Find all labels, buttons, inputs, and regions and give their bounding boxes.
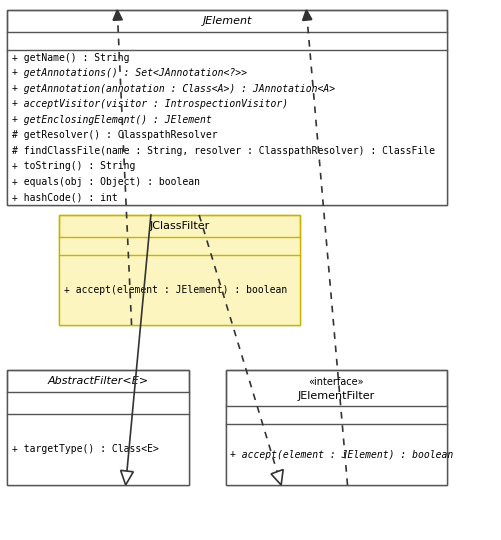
Bar [226,370,447,485]
Text: JElementFilter: JElementFilter [298,391,375,401]
Text: + targetType() : Class<E>: + targetType() : Class<E> [12,444,159,455]
Text: + getEnclosingElement() : JElement: + getEnclosingElement() : JElement [12,115,211,125]
Bar [226,424,447,485]
Text: # getResolver() : ClasspathResolver: # getResolver() : ClasspathResolver [12,130,217,140]
Text: + accept(element : JElement) : boolean: + accept(element : JElement) : boolean [64,285,287,295]
Polygon shape [271,469,283,485]
Polygon shape [303,10,312,21]
Text: + equals(obj : Object) : boolean: + equals(obj : Object) : boolean [12,177,200,187]
Bar [59,237,301,255]
Bar [8,10,447,205]
Polygon shape [113,10,122,20]
Text: + getName() : String: + getName() : String [12,53,129,63]
Bar [59,255,301,325]
Text: JElement: JElement [202,16,252,26]
Text: # findClassFile(name : String, resolver : ClasspathResolver) : ClassFile: # findClassFile(name : String, resolver … [12,146,435,156]
Bar [226,406,447,424]
Bar [8,392,189,414]
Bar [8,10,447,205]
Text: + hashCode() : int: + hashCode() : int [12,192,118,202]
Bar [8,50,447,205]
Text: AbstractFilter<E>: AbstractFilter<E> [48,376,149,386]
Text: + toString() : String: + toString() : String [12,161,135,171]
Bar [59,215,301,325]
Text: + getAnnotations() : Set<JAnnotation<?>>: + getAnnotations() : Set<JAnnotation<?>> [12,68,247,78]
Text: + getAnnotation(annotation : Class<A>) : JAnnotation<A>: + getAnnotation(annotation : Class<A>) :… [12,84,335,94]
Bar [59,215,301,325]
Bar [8,370,189,485]
Text: + accept(element : JElement) : boolean: + accept(element : JElement) : boolean [230,449,453,460]
Bar [8,370,189,485]
Text: + acceptVisitor(visitor : IntrospectionVisitor): + acceptVisitor(visitor : IntrospectionV… [12,99,288,109]
Polygon shape [121,470,133,485]
Bar [226,370,447,485]
Text: «interface»: «interface» [309,376,364,387]
Bar [8,32,447,50]
Text: JClassFilter: JClassFilter [150,221,210,231]
Bar [8,414,189,485]
